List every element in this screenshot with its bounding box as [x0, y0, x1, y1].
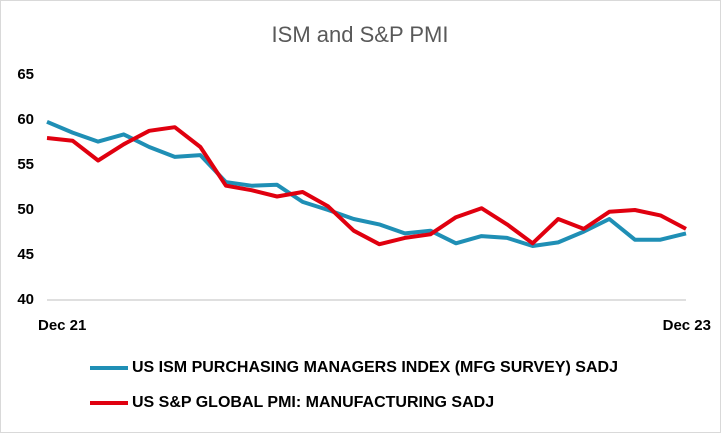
legend-label: US S&P GLOBAL PMI: MANUFACTURING SADJ: [132, 394, 494, 411]
legend-label: US ISM PURCHASING MANAGERS INDEX (MFG SU…: [132, 359, 618, 376]
chart-title: ISM and S&P PMI: [272, 22, 449, 47]
series-line: [46, 125, 687, 247]
x-tick-label: Dec 21: [38, 317, 86, 334]
y-tick-label: 45: [17, 246, 34, 263]
y-tick-label: 65: [17, 66, 34, 83]
y-tick-label: 60: [17, 111, 34, 128]
y-tick-label: 50: [17, 201, 34, 218]
y-tick-label: 40: [17, 291, 34, 308]
series-line: [46, 119, 687, 248]
y-tick-label: 55: [17, 156, 34, 173]
x-tick-label: Dec 23: [663, 317, 711, 334]
